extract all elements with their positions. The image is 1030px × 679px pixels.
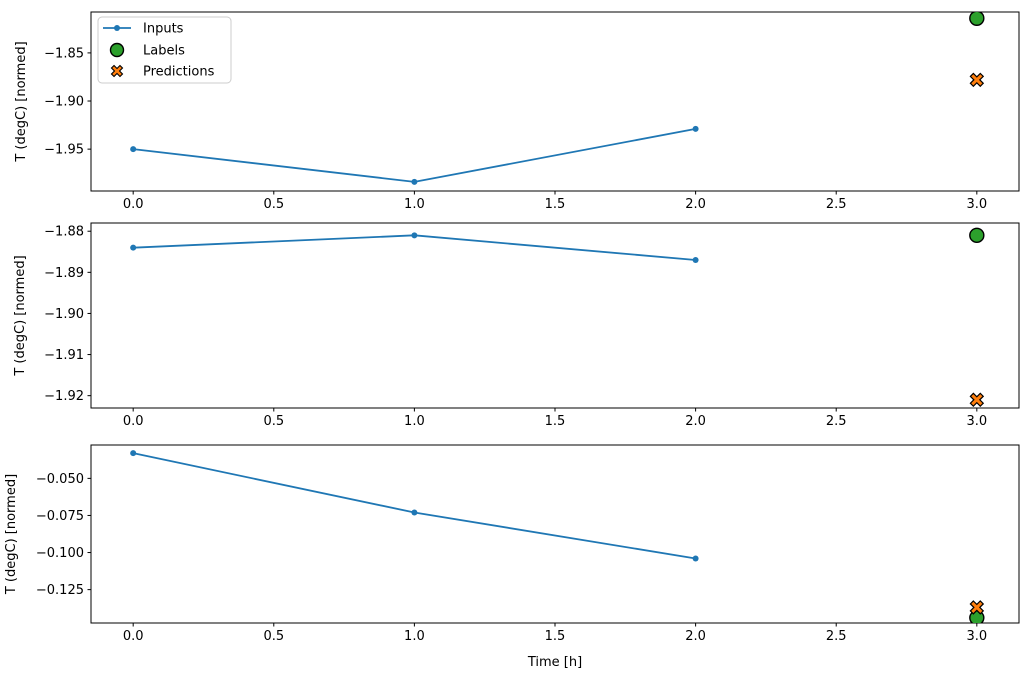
legend-label: Predictions — [143, 65, 215, 80]
series-predictions-point — [969, 392, 985, 408]
legend-label: Labels — [143, 44, 185, 59]
series-inputs-line — [132, 452, 696, 560]
x-tick-label: 0.0 — [123, 414, 144, 429]
x-tick-label: 2.0 — [685, 414, 706, 429]
x-tick-label: 2.5 — [826, 197, 847, 212]
x-tick-label: 3.0 — [966, 414, 987, 429]
axes-frame — [90, 444, 1020, 624]
series-inputs-line — [133, 234, 696, 261]
y-axis-label: T (degC) [normed] — [13, 255, 28, 376]
y-axis-label: T (degC) [normed] — [14, 41, 29, 162]
x-tick-label: 1.5 — [545, 629, 566, 644]
plot-data — [130, 12, 985, 185]
series-labels-point — [969, 12, 985, 26]
x-tick-label: 1.0 — [404, 629, 425, 644]
y-tick-label: −1.95 — [44, 143, 84, 158]
series-inputs-point — [692, 555, 699, 562]
axes-frame — [90, 222, 1020, 409]
legend-box — [97, 16, 232, 84]
plot-data — [130, 227, 985, 408]
x-tick-label: 0.5 — [263, 414, 284, 429]
legend-x-sample — [110, 64, 124, 78]
x-tick-label: 1.5 — [545, 197, 566, 212]
series-labels-point — [969, 227, 985, 244]
x-tick-label: 2.0 — [685, 629, 706, 644]
series-inputs-point — [411, 178, 418, 185]
x-tick-label: 0.0 — [123, 629, 144, 644]
y-tick-label: −1.88 — [44, 225, 84, 240]
x-tick-label: 2.5 — [826, 414, 847, 429]
series-predictions-point — [969, 600, 985, 615]
x-tick-label: 2.0 — [685, 197, 706, 212]
y-tick-label: −1.85 — [44, 46, 84, 61]
series-inputs-point — [692, 257, 699, 263]
y-axis-label: T (degC) [normed] — [4, 474, 19, 595]
x-tick-label: 3.0 — [966, 629, 987, 644]
y-tick-label: −1.92 — [44, 389, 84, 404]
x-tick-label: 1.5 — [545, 414, 566, 429]
series-inputs-line — [133, 128, 696, 183]
x-axis-label: Time [h] — [527, 655, 582, 670]
series-inputs-point — [411, 232, 418, 239]
x-tick-label: 3.0 — [966, 197, 987, 212]
legend-circle-sample — [109, 42, 125, 58]
y-tick-label: −0.100 — [36, 546, 84, 561]
x-tick-label: 1.0 — [404, 414, 425, 429]
y-tick-label: −0.075 — [36, 509, 84, 524]
series-inputs-point — [130, 146, 137, 153]
series-inputs-point — [130, 244, 137, 251]
x-tick-label: 2.5 — [826, 629, 847, 644]
legend: Inputs Labels Predictions — [97, 16, 232, 84]
series-inputs-point — [130, 450, 137, 457]
x-tick-label: 1.0 — [404, 197, 425, 212]
subplot-1: 0.0 0.5 1.0 1.5 2.0 2.5 3.0 −1.85 −1.90 −1.95 T (d… — [14, 11, 1020, 212]
y-tick-label: −1.89 — [44, 266, 84, 281]
subplot-3: 0.0 0.5 1.0 1.5 2.0 2.5 3.0 −0.050 −0.075 −0.100 −… — [4, 444, 1020, 670]
y-tick-label: −1.90 — [44, 307, 84, 322]
y-tick-label: −1.90 — [44, 95, 84, 110]
series-inputs-point — [411, 509, 418, 516]
y-tick-label: −1.91 — [44, 348, 84, 363]
legend-dot-sample — [114, 25, 120, 31]
x-tick-label: 0.5 — [263, 197, 284, 212]
y-tick-label: −0.125 — [36, 583, 84, 598]
x-tick-label: 0.0 — [123, 197, 144, 212]
y-tick-label: −0.050 — [36, 472, 84, 487]
plot-data — [130, 450, 985, 623]
x-tick-label: 0.5 — [263, 629, 284, 644]
series-inputs-point — [692, 125, 699, 132]
subplot-2: 0.0 0.5 1.0 1.5 2.0 2.5 3.0 −1.88 −1.89 −1.90 −1.9… — [13, 222, 1020, 429]
series-predictions-point — [969, 72, 985, 88]
legend-label: Inputs — [143, 22, 184, 37]
